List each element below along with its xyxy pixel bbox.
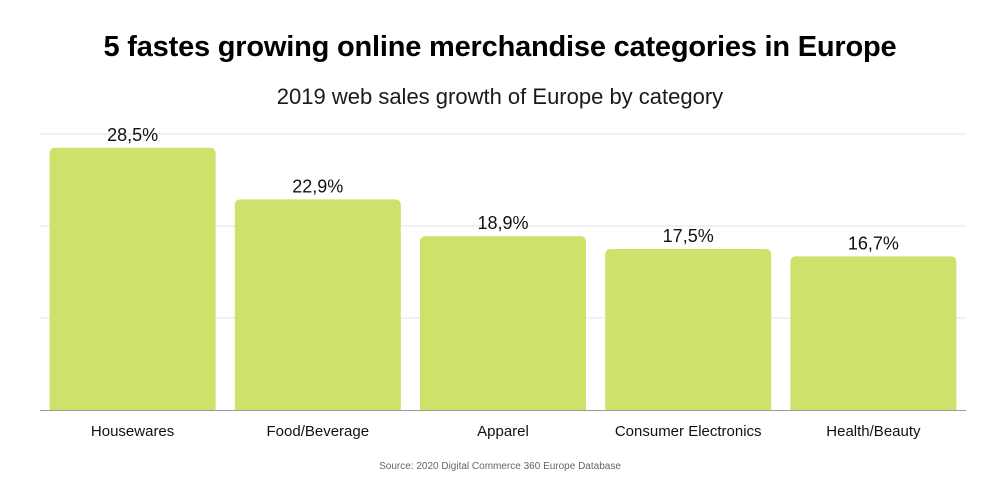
value-label: 28,5% <box>107 125 158 145</box>
bar-consumer-electronics <box>605 249 772 410</box>
value-label: 16,7% <box>848 233 899 253</box>
bars <box>49 147 957 411</box>
x-tick-label: Consumer Electronics <box>615 423 762 440</box>
x-tick-label: Apparel <box>477 423 529 440</box>
bar-food-beverage <box>234 199 401 410</box>
bar-health-beauty <box>790 256 957 410</box>
value-label: 17,5% <box>663 226 714 246</box>
x-tick-label: Food/Beverage <box>267 423 370 440</box>
value-label: 18,9% <box>477 213 528 233</box>
source-note: Source: 2020 Digital Commerce 360 Europe… <box>379 461 621 472</box>
chart-subtitle: 2019 web sales growth of Europe by categ… <box>276 84 724 109</box>
value-label: 22,9% <box>292 176 343 196</box>
bar-housewares <box>49 147 216 411</box>
bar-apparel <box>420 236 586 410</box>
x-tick-label: Health/Beauty <box>826 423 921 440</box>
x-tick-labels: Housewares Food/Beverage Apparel Consumer E… <box>91 423 921 440</box>
chart-title: 5 fastes growing online merchandise cate… <box>103 31 897 63</box>
x-tick-label: Housewares <box>91 423 174 440</box>
value-labels: 28,5% 22,9% 18,9% 17,5% 16,7% <box>107 125 899 254</box>
